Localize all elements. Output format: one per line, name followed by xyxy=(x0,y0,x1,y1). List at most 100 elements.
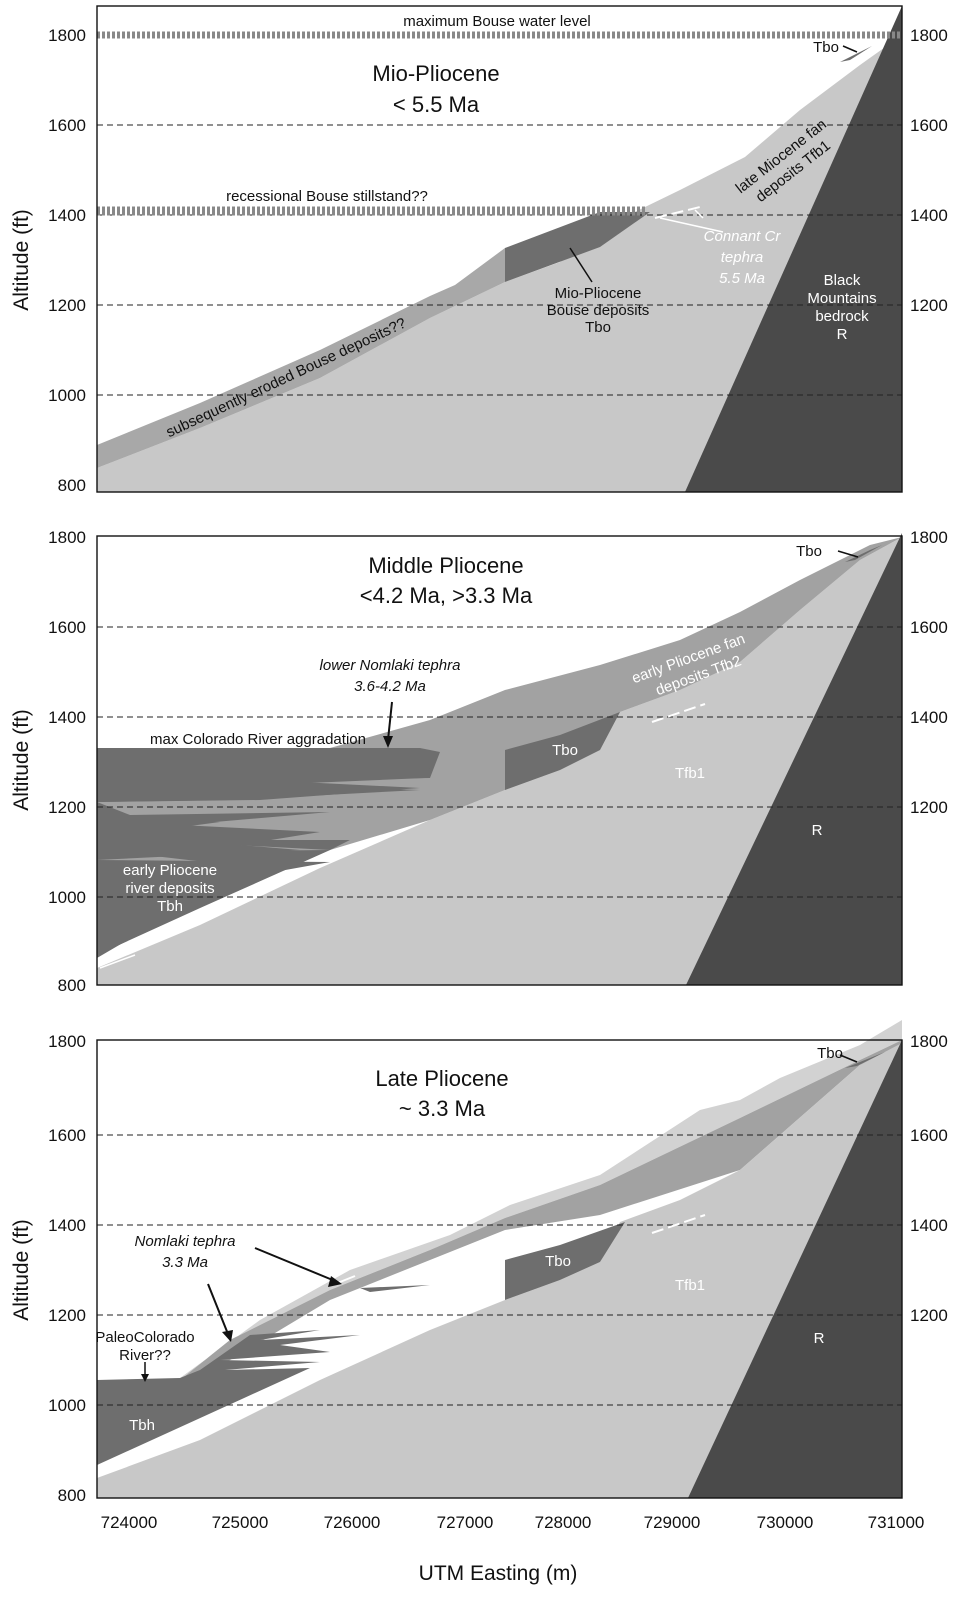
fan-tfb1-unit xyxy=(97,35,902,492)
fan-tfb1-unit xyxy=(97,1043,902,1498)
y-tick: 1000 xyxy=(48,888,86,907)
arrow-line xyxy=(254,1247,336,1282)
y-tick: 1000 xyxy=(48,386,86,405)
x-tick: 726000 xyxy=(324,1513,381,1532)
y-axis-label: Altitude (ft) xyxy=(10,709,33,811)
tbo-top-sliver xyxy=(845,545,882,562)
aggradation-label: max Colorado River aggradation xyxy=(150,731,366,748)
r-label: R xyxy=(812,822,823,839)
x-tick: 728000 xyxy=(535,1513,592,1532)
y-tick: 800 xyxy=(58,1486,86,1505)
river-tbh-unit xyxy=(97,748,430,802)
y-tick-right: 1200 xyxy=(910,296,948,315)
y-tick-right: 1400 xyxy=(910,206,948,225)
y-tick-right: 1400 xyxy=(910,708,948,727)
panel-frame xyxy=(96,1039,903,1499)
leader-line xyxy=(839,1054,858,1063)
tephra-label-2: tephra xyxy=(721,249,764,266)
y-tick: 1800 xyxy=(48,26,86,45)
y-tick-right: 1800 xyxy=(910,528,948,547)
y-tick: 800 xyxy=(58,476,86,495)
fan-tfb1-unit xyxy=(97,537,902,985)
tfb1-label: Tfb1 xyxy=(675,765,705,782)
panel-title: Mio-Pliocene xyxy=(372,61,499,86)
x-tick: 729000 xyxy=(644,1513,701,1532)
river-label-1: early Pliocene xyxy=(123,862,217,879)
arrow-head xyxy=(141,1374,149,1382)
tbo-label: Tbo xyxy=(813,39,839,56)
panel-title: Middle Pliocene xyxy=(368,553,523,578)
y-tick: 1000 xyxy=(48,1396,86,1415)
paleo-label-1: PaleoColorado xyxy=(95,1329,194,1346)
y-tick: 1200 xyxy=(48,1306,86,1325)
paleo-label-2: River?? xyxy=(119,1347,171,1364)
y-tick: 1400 xyxy=(48,708,86,727)
tephra-label-2: 3.3 Ma xyxy=(162,1254,208,1271)
y-tick-right: 1600 xyxy=(910,116,948,135)
y-tick-right: 1800 xyxy=(910,1032,948,1051)
x-tick: 727000 xyxy=(437,1513,494,1532)
river-label-2: river deposits xyxy=(125,880,214,897)
y-tick: 1400 xyxy=(48,206,86,225)
bouse-tbo-unit xyxy=(505,212,650,282)
x-tick: 725000 xyxy=(212,1513,269,1532)
arrow-head xyxy=(328,1276,342,1287)
rock-label-4: R xyxy=(837,326,848,343)
river-tbh-unit xyxy=(97,1330,360,1465)
panel-frame xyxy=(96,5,903,493)
y-tick-right: 1200 xyxy=(910,798,948,817)
max-water-label: maximum Bouse water level xyxy=(403,13,591,30)
y-tick-right: 1800 xyxy=(910,26,948,45)
tephra-label-1: Connant Cr xyxy=(704,228,782,245)
y-tick: 1800 xyxy=(48,1032,86,1051)
y-tick-right: 1600 xyxy=(910,1126,948,1145)
fan-tfb2-unit xyxy=(97,1040,902,1465)
tbo-top-sliver xyxy=(840,46,872,62)
bouse-label-3: Tbo xyxy=(585,319,611,336)
river-tbh-tongue xyxy=(360,1285,430,1292)
tbo-top-label: Tbo xyxy=(796,543,822,560)
rock-label-2: Mountains xyxy=(807,290,876,307)
river-tbh-unit xyxy=(97,860,330,958)
tephra-marker xyxy=(654,206,701,219)
river-tbh-unit xyxy=(97,802,330,860)
tbh-label: Tbh xyxy=(129,1417,155,1434)
panel-title: Late Pliocene xyxy=(375,1066,508,1091)
panel-frame xyxy=(96,535,903,986)
leader-line xyxy=(659,217,724,233)
y-axis-label: Altitude (ft) xyxy=(10,209,33,311)
x-tick: 730000 xyxy=(757,1513,814,1532)
x-tick: 731000 xyxy=(868,1513,925,1532)
y-tick-right: 1400 xyxy=(910,1216,948,1235)
leader-line xyxy=(842,45,858,53)
y-axis-label: Altitude (ft) xyxy=(10,1219,33,1321)
arrow-line xyxy=(207,1283,229,1335)
y-tick: 1200 xyxy=(48,296,86,315)
r-label: R xyxy=(814,1330,825,1347)
y-tick: 1400 xyxy=(48,1216,86,1235)
y-tick: 1600 xyxy=(48,618,86,637)
eroded-bouse-band xyxy=(97,248,505,468)
rock-label-3: bedrock xyxy=(815,308,869,325)
leader-line xyxy=(694,209,704,219)
bedrock-unit xyxy=(685,6,902,492)
rock-label-1: Black xyxy=(824,272,861,289)
panel-subtitle: ~ 3.3 Ma xyxy=(399,1096,486,1121)
leader-line xyxy=(837,550,859,558)
stillstand-label: recessional Bouse stillstand?? xyxy=(226,188,428,205)
arrow-head xyxy=(383,736,393,748)
upper-fan-unit xyxy=(180,1020,902,1380)
tephra-label-1: lower Nomlaki tephra xyxy=(320,657,461,674)
tfb1-right-label: Tfb1 xyxy=(675,1277,705,1294)
panel-middle-pliocene: Middle Pliocene <4.2 Ma, >3.3 Ma lower N… xyxy=(10,528,948,995)
panel-late-pliocene: Late Pliocene ~ 3.3 Ma Nomlaki tephra 3.… xyxy=(10,1020,948,1585)
leader-line xyxy=(569,247,593,283)
y-tick: 1600 xyxy=(48,1126,86,1145)
tbo-label: Tbo xyxy=(545,1253,571,1270)
tbo-top-sliver xyxy=(845,1052,885,1068)
y-tick: 1600 xyxy=(48,116,86,135)
tephra-marker xyxy=(651,1214,706,1234)
river-label-3: Tbh xyxy=(157,898,183,915)
bouse-tbo-unit xyxy=(505,1222,625,1300)
